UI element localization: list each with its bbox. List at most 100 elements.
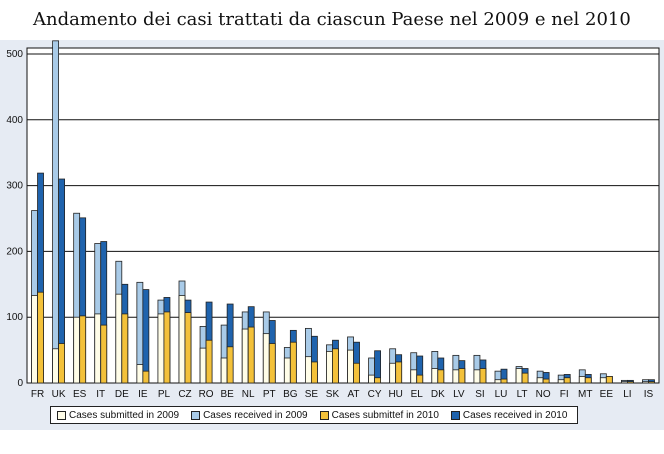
x-tick-label: IE [138,389,148,400]
chart-legend: Cases submitted in 2009 Cases received i… [50,406,578,424]
x-tick-label: AT [348,389,360,400]
bar-submitted-2010 [205,339,213,384]
legend-swatch-received-2010 [450,410,460,420]
x-tick-label: NL [242,389,255,400]
bar-submitted-2010 [605,376,613,384]
bar-submitted-2009 [389,362,397,384]
bar-submitted-2009 [241,328,249,384]
x-tick-label: EE [600,389,614,400]
legend-item-submitted-2009: Cases submitted in 2009 [57,410,179,421]
x-tick-label: FI [560,389,569,400]
bar-submitted-2010 [353,362,360,384]
bar-submitted-2010 [542,378,550,384]
x-tick-label: NO [536,389,551,400]
x-tick-label: PT [263,389,276,400]
bar-submitted-2009 [73,316,81,384]
bar-submitted-2010 [584,377,592,384]
y-tick-label: 500 [6,49,23,60]
bar-submitted-2010 [247,326,255,384]
y-tick-label: 300 [6,181,23,192]
y-tick-label: 200 [6,246,23,257]
bar-submitted-2009 [115,293,123,384]
bar-submitted-2010 [289,341,297,384]
x-tick-label: EL [411,389,424,400]
legend-item-received-2009: Cases received in 2009 [191,410,308,421]
bar-submitted-2010 [226,346,234,384]
x-tick-label: LV [453,389,465,400]
x-tick-label: BE [220,389,234,400]
bar-submitted-2009 [494,379,502,384]
y-tick-label: 100 [6,312,23,323]
bar-submitted-2010 [184,312,192,384]
bar-submitted-2009 [283,357,291,384]
bar-submitted-2010 [100,324,108,384]
x-tick-label: LT [517,389,528,400]
x-tick-label: IS [644,389,654,400]
y-tick-label: 0 [17,378,23,389]
bar-submitted-2010 [163,311,171,384]
bar-submitted-2010 [627,381,634,384]
x-tick-label: HU [388,389,402,400]
bar-submitted-2009 [599,377,607,384]
bar-submitted-2010 [268,343,276,384]
x-tick-label: IT [96,389,105,400]
legend-label-received-2010: Cases received in 2010 [462,409,568,421]
x-tick-label: DK [431,389,445,400]
bar-received-2009 [52,40,59,384]
bar-submitted-2010 [121,313,129,384]
x-tick-label: BG [283,389,298,400]
legend-label-received-2009: Cases received in 2009 [203,409,308,421]
legend-label-submitted-2010: Cases submittef in 2010 [331,409,439,421]
legend-label-submitted-2009: Cases submitted in 2009 [69,409,180,421]
bar-submitted-2010 [37,291,44,384]
x-tick-label: FR [31,389,44,400]
bar-submitted-2009 [410,369,418,384]
bar-submitted-2010 [310,361,318,384]
bar-received-2010 [142,289,150,384]
bar-submitted-2010 [374,377,382,384]
bar-submitted-2009 [178,295,186,384]
bar-submitted-2009 [536,377,544,384]
bar-submitted-2009 [621,381,628,384]
x-tick-label: RO [199,389,214,400]
x-tick-label: SK [326,389,340,400]
x-tick-label: SE [305,389,319,400]
legend-swatch-received-2009 [191,410,201,420]
bar-submitted-2010 [79,315,87,384]
bar-submitted-2010 [58,343,65,384]
bar-submitted-2010 [458,368,466,384]
bar-submitted-2010 [437,369,445,384]
bar-submitted-2009 [94,313,102,384]
y-tick-label: 400 [6,115,23,126]
bar-submitted-2009 [557,379,565,384]
bar-submitted-2010 [395,361,403,384]
bar-submitted-2009 [199,347,207,384]
bar-submitted-2009 [304,356,312,384]
bar-submitted-2009 [578,376,586,384]
bar-submitted-2010 [142,370,150,384]
x-tick-label: CZ [178,389,191,400]
x-tick-label: CY [368,389,382,400]
x-tick-label: PL [158,389,171,400]
bar-submitted-2009 [452,369,460,384]
bar-submitted-2010 [648,381,655,384]
chart-title: Andamento dei casi trattati da ciascun P… [33,9,631,30]
bar-submitted-2010 [416,374,424,384]
bar-submitted-2009 [368,374,376,384]
bar-submitted-2009 [431,368,439,384]
bar-submitted-2009 [262,333,270,384]
bar-submitted-2010 [332,348,339,384]
bar-submitted-2010 [563,377,571,384]
bar-submitted-2010 [500,378,508,384]
bar-submitted-2009 [473,369,481,384]
bar-submitted-2009 [136,364,144,384]
bar-submitted-2009 [515,368,523,384]
bar-submitted-2009 [220,357,228,384]
x-tick-label: MT [578,389,592,400]
bar-chart: 0 100 200 300 400 500 FR UK ES IT DE IE PL CZ RO BE NL PT… [6,40,660,400]
bar-submitted-2009 [347,349,354,384]
bar-submitted-2009 [31,295,38,384]
x-tick-label: LI [623,389,631,400]
legend-swatch-submitted-2009 [57,410,66,420]
legend-item-submitted-2010: Cases submittef in 2010 [319,409,439,421]
